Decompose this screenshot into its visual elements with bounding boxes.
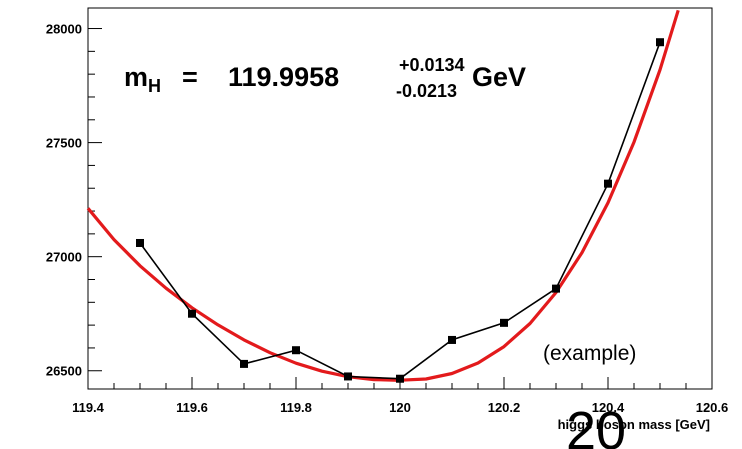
y-tick-label: 26500 [46, 364, 82, 379]
mass-symbol-subscript: H [148, 76, 161, 96]
mass-equals: = [182, 62, 198, 92]
mass-unit: GeV [472, 62, 526, 92]
data-point [396, 374, 404, 383]
mass-value: 119.9958 [228, 62, 339, 92]
data-point [656, 38, 664, 47]
data-point [240, 359, 248, 368]
y-tick-label: 27000 [46, 250, 82, 265]
x-axis-title: higgs boson mass [GeV] [558, 417, 710, 432]
x-tick-label: 119.8 [280, 400, 312, 415]
svg-text:mH: mH [124, 62, 161, 96]
x-tick-label: 120.4 [592, 400, 625, 415]
mass-annotation: mH = 119.9958 +0.0134 -0.0213 GeV [124, 55, 526, 101]
data-point [188, 309, 196, 318]
example-label: (example) [543, 342, 636, 365]
data-series-layer [136, 38, 664, 383]
x-tick-label: 119.6 [176, 400, 208, 415]
y-tick-label: 27500 [46, 136, 82, 151]
x-tick-label: 120 [389, 400, 411, 415]
x-tick-label: 120.2 [488, 400, 521, 415]
y-tick-labels: 26500 27000 27500 28000 [46, 22, 82, 379]
x-tick-labels: 119.4 119.6 119.8 120 120.2 120.4 120.6 [72, 400, 728, 415]
data-point [292, 346, 300, 355]
data-point [552, 284, 560, 293]
mass-symbol: m [124, 62, 148, 92]
page-number: 20 [566, 401, 626, 449]
x-tick-label: 119.4 [72, 400, 105, 415]
data-point [136, 238, 144, 247]
data-point [500, 318, 508, 327]
fit-curve [86, 9, 680, 382]
data-point [344, 372, 352, 381]
fit-curve-layer [86, 9, 680, 382]
data-point [448, 335, 456, 344]
x-tick-label: 120.6 [696, 400, 729, 415]
data-point [604, 179, 612, 188]
y-tick-label: 28000 [46, 22, 82, 37]
mass-error-down: -0.0213 [396, 81, 457, 101]
mass-error-up: +0.0134 [399, 55, 465, 75]
